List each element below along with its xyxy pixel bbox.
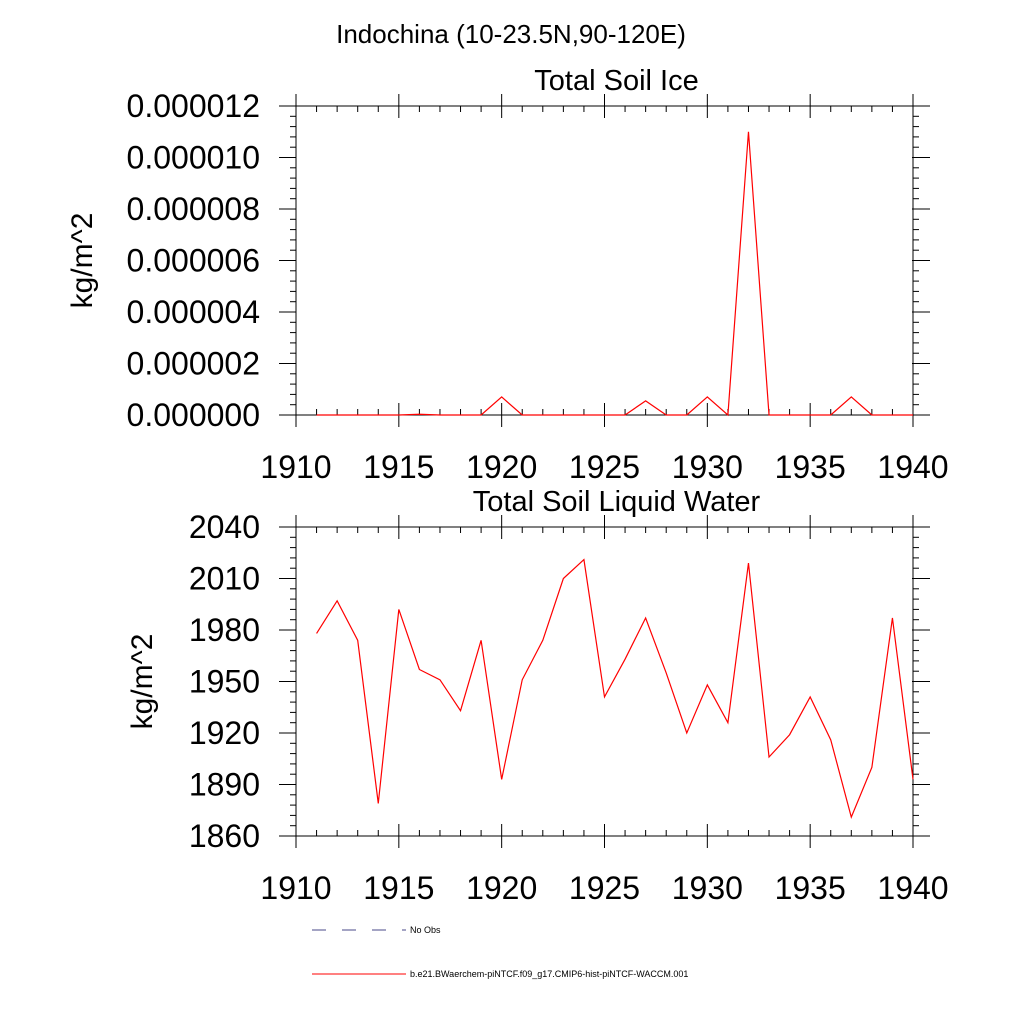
y-tick-label: 0.000004	[127, 294, 260, 330]
x-tick-label: 1935	[775, 870, 846, 906]
y-tick-label: 1950	[189, 664, 260, 700]
y-tick-label: 0.000012	[127, 88, 260, 124]
x-tick-label: 1940	[877, 870, 948, 906]
y-tick-label: 0.000000	[127, 397, 260, 433]
figure-title: Indochina (10-23.5N,90-120E)	[336, 19, 686, 49]
panel-title: Total Soil Ice	[534, 65, 698, 97]
x-tick-label: 1920	[466, 870, 537, 906]
y-tick-label: 1890	[189, 767, 260, 803]
y-tick-label: 0.000006	[127, 243, 260, 279]
legend-label: No Obs	[410, 925, 441, 935]
x-tick-label: 1930	[672, 870, 743, 906]
plot-frame	[296, 527, 913, 836]
chart-panel-2: Total Soil Liquid Water kg/m^2 1910 1915 192…	[126, 486, 949, 906]
legend-label: b.e21.BWaerchem-piNTCF.f09_g17.CMIP6-his…	[410, 969, 688, 979]
x-tick-label: 1910	[260, 449, 331, 485]
x-tick-label: 1915	[363, 870, 434, 906]
y-tick-label: 0.000008	[127, 191, 260, 227]
x-tick-label: 1935	[775, 449, 846, 485]
y-tick-label: 1920	[189, 715, 260, 751]
y-tick-label: 2040	[189, 509, 260, 545]
y-tick-label: 2010	[189, 561, 260, 597]
y-tick-label: 1980	[189, 612, 260, 648]
y-tick-label: 1860	[189, 818, 260, 854]
legend: No Obs b.e21.BWaerchem-piNTCF.f09_g17.CMI…	[312, 925, 688, 979]
x-tick-label: 1940	[877, 449, 948, 485]
x-tick-label: 1910	[260, 870, 331, 906]
chart-panel-1: Total Soil Ice kg/m^2 1910 1915 1920 1925 1930…	[66, 65, 949, 485]
y-tick-label: 0.000002	[127, 346, 260, 382]
series-line	[317, 132, 913, 415]
y-tick-label: 0.000010	[127, 140, 260, 176]
y-axis-label: kg/m^2	[66, 213, 99, 309]
y-axis-label: kg/m^2	[126, 634, 159, 730]
x-tick-label: 1920	[466, 449, 537, 485]
x-tick-label: 1930	[672, 449, 743, 485]
series-line	[317, 560, 913, 818]
x-tick-label: 1925	[569, 870, 640, 906]
x-tick-label: 1915	[363, 449, 434, 485]
plot-frame	[296, 106, 913, 415]
panel-title: Total Soil Liquid Water	[473, 486, 761, 518]
x-tick-label: 1925	[569, 449, 640, 485]
